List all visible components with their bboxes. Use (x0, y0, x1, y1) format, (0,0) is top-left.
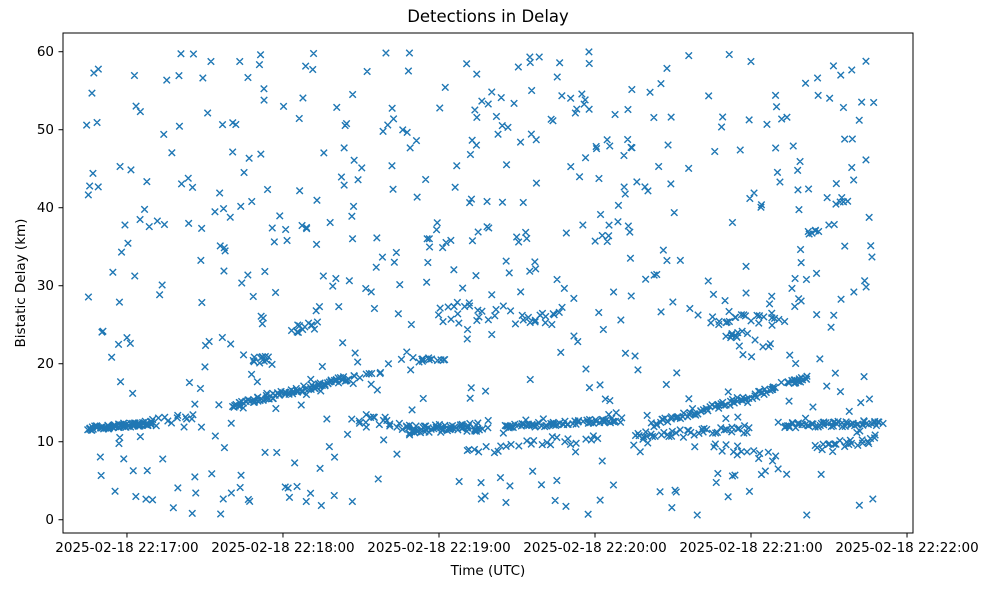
y-axis-label: Bistatic Delay (km) (13, 218, 29, 348)
plot-border (62, 32, 914, 534)
y-tick-label: 40 (37, 200, 54, 216)
y-tick-label: 0 (45, 512, 54, 528)
x-tick-label: 2025-02-18 22:22:00 (835, 540, 978, 556)
y-tick-label: 50 (37, 122, 54, 138)
x-tick-label: 2025-02-18 22:21:00 (679, 540, 822, 556)
x-tick-label: 2025-02-18 22:18:00 (211, 540, 354, 556)
chart-title: Detections in Delay (407, 7, 569, 26)
x-tick-label: 2025-02-18 22:20:00 (523, 540, 666, 556)
y-tick-label: 60 (37, 44, 54, 60)
x-tick-label: 2025-02-18 22:17:00 (55, 540, 198, 556)
y-tick-label: 30 (37, 278, 54, 294)
y-tick-label: 10 (37, 434, 54, 450)
x-axis-label: Time (UTC) (450, 563, 526, 579)
x-tick-label: 2025-02-18 22:19:00 (367, 540, 510, 556)
y-tick-label: 20 (37, 356, 54, 372)
scatter-points (82, 48, 887, 519)
